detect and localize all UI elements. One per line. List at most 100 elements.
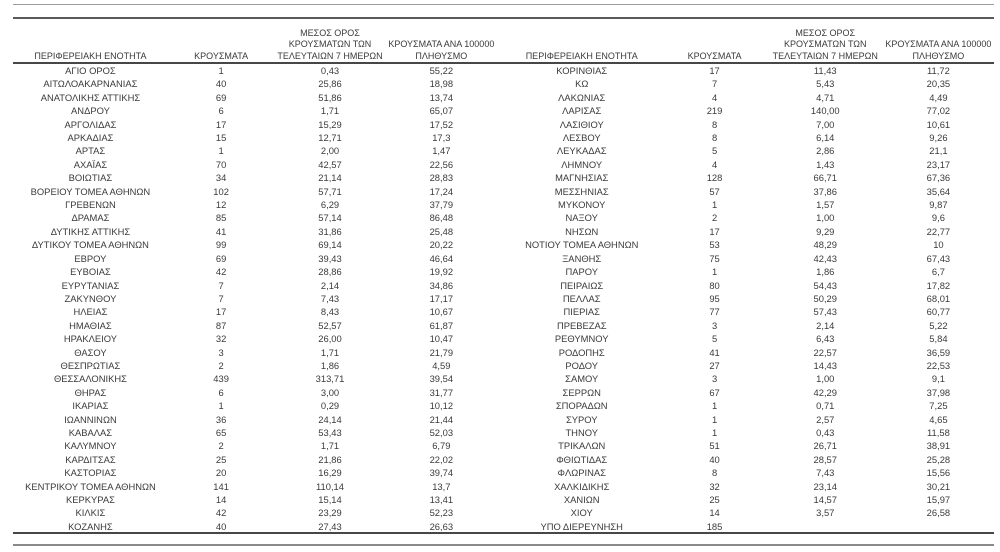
per100k-cell: 17,52 xyxy=(429,118,454,130)
table-row: ΜΕΣΣΗΝΙΑΣ 57 37,86 35,64 xyxy=(503,185,995,198)
avg7-cell: 2,14 xyxy=(816,319,835,331)
region-cell: ΣΥΡΟΥ xyxy=(565,413,598,425)
cases-cell: 36 xyxy=(215,413,227,425)
table-row: ΒΟΙΩΤΙΑΣ 34 21,14 28,83 xyxy=(13,171,497,184)
cases-cell: 17 xyxy=(215,306,227,318)
table-row: ΔΥΤΙΚΟΥ ΤΟΜΕΑ ΑΘΗΝΩΝ 99 69,14 20,22 xyxy=(13,238,497,251)
region-cell: ΚΩ xyxy=(575,78,589,90)
region-cell: ΛΕΥΚΑΔΑΣ xyxy=(556,145,607,157)
header-region: ΠΕΡΙΦΕΡΕΙΑΚΗ ΕΝΟΤΗΤΑ xyxy=(34,50,147,61)
cases-cell: 7 xyxy=(218,292,224,304)
table-row: ΚΕΡΚΥΡΑΣ 14 15,14 13,41 xyxy=(13,493,497,506)
avg7-cell: 1,71 xyxy=(320,440,340,452)
table-row: ΗΡΑΚΛΕΙΟΥ 32 26,00 10,47 xyxy=(13,332,497,345)
header-per100k: ΚΡΟΥΣΜΑΤΑ ΑΝΑ 100000 ΠΛΗΘΥΣΜΟ xyxy=(388,39,495,61)
avg7-cell: 1,43 xyxy=(816,158,835,170)
per100k-cell: 15,56 xyxy=(926,467,951,479)
region-cell: ΠΕΙΡΑΙΩΣ xyxy=(560,279,604,291)
avg7-cell: 51,86 xyxy=(318,91,342,103)
table-row: ΝΗΣΩΝ 17 9,29 22,77 xyxy=(503,225,995,238)
regional-cases-table-left: ΠΕΡΙΦΕΡΕΙΑΚΗ ΕΝΟΤΗΤΑ ΚΡΟΥΣΜΑΤΑ ΜΕΣΟΣ ΟΡΟ… xyxy=(13,18,497,533)
table-row: ΣΕΡΡΩΝ 67 42,29 37,98 xyxy=(503,386,995,399)
avg7-cell: 1,00 xyxy=(816,373,835,385)
table-bottom-rule xyxy=(13,532,994,534)
region-cell: ΗΜΑΘΙΑΣ xyxy=(69,319,112,331)
table-row: ΤΗΝΟΥ 1 0,43 11,58 xyxy=(503,426,995,439)
per100k-cell: 25,28 xyxy=(926,453,951,465)
per100k-cell: 31,77 xyxy=(429,386,454,398)
table-row: ΜΥΚΟΝΟΥ 1 1,57 9,87 xyxy=(503,198,995,211)
region-cell: ΛΑΣΙΘΙΟΥ xyxy=(559,118,604,130)
table-row: ΓΡΕΒΕΝΩΝ 12 6,29 37,79 xyxy=(13,198,497,211)
cases-cell: 439 xyxy=(213,373,229,385)
header-per100k: ΚΡΟΥΣΜΑΤΑ ΑΝΑ 100000 ΠΛΗΘΥΣΜΟ xyxy=(885,39,992,61)
per100k-cell: 67,43 xyxy=(926,252,951,264)
table-row: ΡΟΔΟΥ 27 14,43 22,53 xyxy=(503,359,995,372)
per100k-cell: 6,79 xyxy=(432,440,451,452)
cases-cell: 1 xyxy=(711,400,718,412)
table-row: ΑΡΤΑΣ 1 2,00 1,47 xyxy=(13,144,497,157)
regional-cases-table-right: ΠΕΡΙΦΕΡΕΙΑΚΗ ΕΝΟΤΗΤΑ ΚΡΟΥΣΜΑΤΑ ΜΕΣΟΣ ΟΡΟ… xyxy=(503,18,995,533)
avg7-cell: 14,43 xyxy=(813,359,837,371)
cases-cell: 7 xyxy=(218,279,224,291)
table-row: ΚΙΛΚΙΣ 42 23,29 52,23 xyxy=(13,506,497,519)
table-row: ΠΡΕΒΕΖΑΣ 3 2,14 5,22 xyxy=(503,319,995,332)
cases-cell: 25 xyxy=(215,453,227,465)
region-cell: ΘΕΣΠΡΩΤΙΑΣ xyxy=(60,359,121,371)
table-row: ΧΑΛΚΙΔΙΚΗΣ 32 23,14 30,21 xyxy=(503,480,995,493)
avg7-cell: 50,29 xyxy=(813,292,837,304)
avg7-cell: 2,57 xyxy=(816,413,835,425)
region-cell: ΛΑΡΙΣΑΣ xyxy=(562,105,602,117)
region-cell: ΑΙΤΩΛΟΑΚΑΡΝΑΝΙΑΣ xyxy=(43,78,138,90)
region-cell: ΑΡΓΟΛΙΔΑΣ xyxy=(64,118,117,130)
table-row: ΦΛΩΡΙΝΑΣ 8 7,43 15,56 xyxy=(503,466,995,479)
per100k-cell: 7,25 xyxy=(929,400,948,412)
per100k-cell: 22,77 xyxy=(926,225,951,237)
cases-cell: 185 xyxy=(706,520,723,532)
per100k-cell: 4,59 xyxy=(432,359,451,371)
header-region: ΠΕΡΙΦΕΡΕΙΑΚΗ ΕΝΟΤΗΤΑ xyxy=(525,50,638,61)
avg7-cell: 8,43 xyxy=(320,306,340,318)
bottom-outer-rule xyxy=(13,544,994,546)
avg7-cell: 27,43 xyxy=(318,520,342,532)
region-cell: ΚΟΖΑΝΗΣ xyxy=(68,520,113,532)
table-row: ΣΥΡΟΥ 1 2,57 4,65 xyxy=(503,413,995,426)
region-cell: ΔΥΤΙΚΗΣ ΑΤΤΙΚΗΣ xyxy=(50,225,131,237)
per100k-cell: 11,58 xyxy=(927,426,950,438)
per100k-cell: 60,77 xyxy=(926,306,951,318)
cases-cell: 141 xyxy=(213,480,229,492)
table-row: ΑΡΓΟΛΙΔΑΣ 17 15,29 17,52 xyxy=(13,118,497,131)
cases-cell: 2 xyxy=(218,359,224,371)
region-cell: ΠΡΕΒΕΖΑΣ xyxy=(556,319,607,331)
avg7-cell: 25,86 xyxy=(318,78,342,90)
table-row: ΡΕΘΥΜΝΟΥ 5 6,43 5,84 xyxy=(503,332,995,345)
region-cell: ΑΓΙΟ ΟΡΟΣ xyxy=(65,65,116,76)
region-cell: ΠΙΕΡΙΑΣ xyxy=(563,306,600,318)
avg7-cell: 1,86 xyxy=(320,359,340,371)
per100k-cell: 22,02 xyxy=(429,453,454,465)
table-row: ΒΟΡΕΙΟΥ ΤΟΜΕΑ ΑΘΗΝΩΝ 102 57,71 17,24 xyxy=(13,185,497,198)
per100k-cell: 23,17 xyxy=(926,158,951,170)
region-cell: ΜΑΓΝΗΣΙΑΣ xyxy=(555,172,609,184)
region-cell: ΘΕΣΣΑΛΟΝΙΚΗΣ xyxy=(53,373,127,385)
per100k-cell: 26,63 xyxy=(429,520,454,532)
table-row: ΔΡΑΜΑΣ 85 57,14 86,48 xyxy=(13,211,497,224)
avg7-cell: 28,57 xyxy=(813,453,837,465)
avg7-cell: 57,14 xyxy=(318,212,342,224)
cases-cell: 1 xyxy=(711,413,718,425)
region-cell: ΛΕΣΒΟΥ xyxy=(562,132,601,144)
region-cell: ΑΡΤΑΣ xyxy=(75,145,106,157)
per100k-cell: 77,02 xyxy=(926,105,951,117)
per100k-cell: 9,26 xyxy=(929,132,948,144)
region-cell: ΡΟΔΟΥ xyxy=(565,359,599,371)
table-row: ΚΕΝΤΡΙΚΟΥ ΤΟΜΕΑ ΑΘΗΝΩΝ 141 110,14 13,7 xyxy=(13,480,497,493)
avg7-cell: 52,57 xyxy=(318,319,342,331)
per100k-cell: 37,98 xyxy=(926,386,951,398)
avg7-cell: 0,71 xyxy=(816,400,835,412)
avg7-cell: 6,29 xyxy=(320,199,340,211)
table-row: ΚΑΣΤΟΡΙΑΣ 20 16,29 39,74 xyxy=(13,466,497,479)
table-row: ΚΑΒΑΛΑΣ 65 53,43 52,03 xyxy=(13,426,497,439)
per100k-cell: 18,98 xyxy=(429,78,454,90)
cases-cell: 7 xyxy=(711,78,718,90)
